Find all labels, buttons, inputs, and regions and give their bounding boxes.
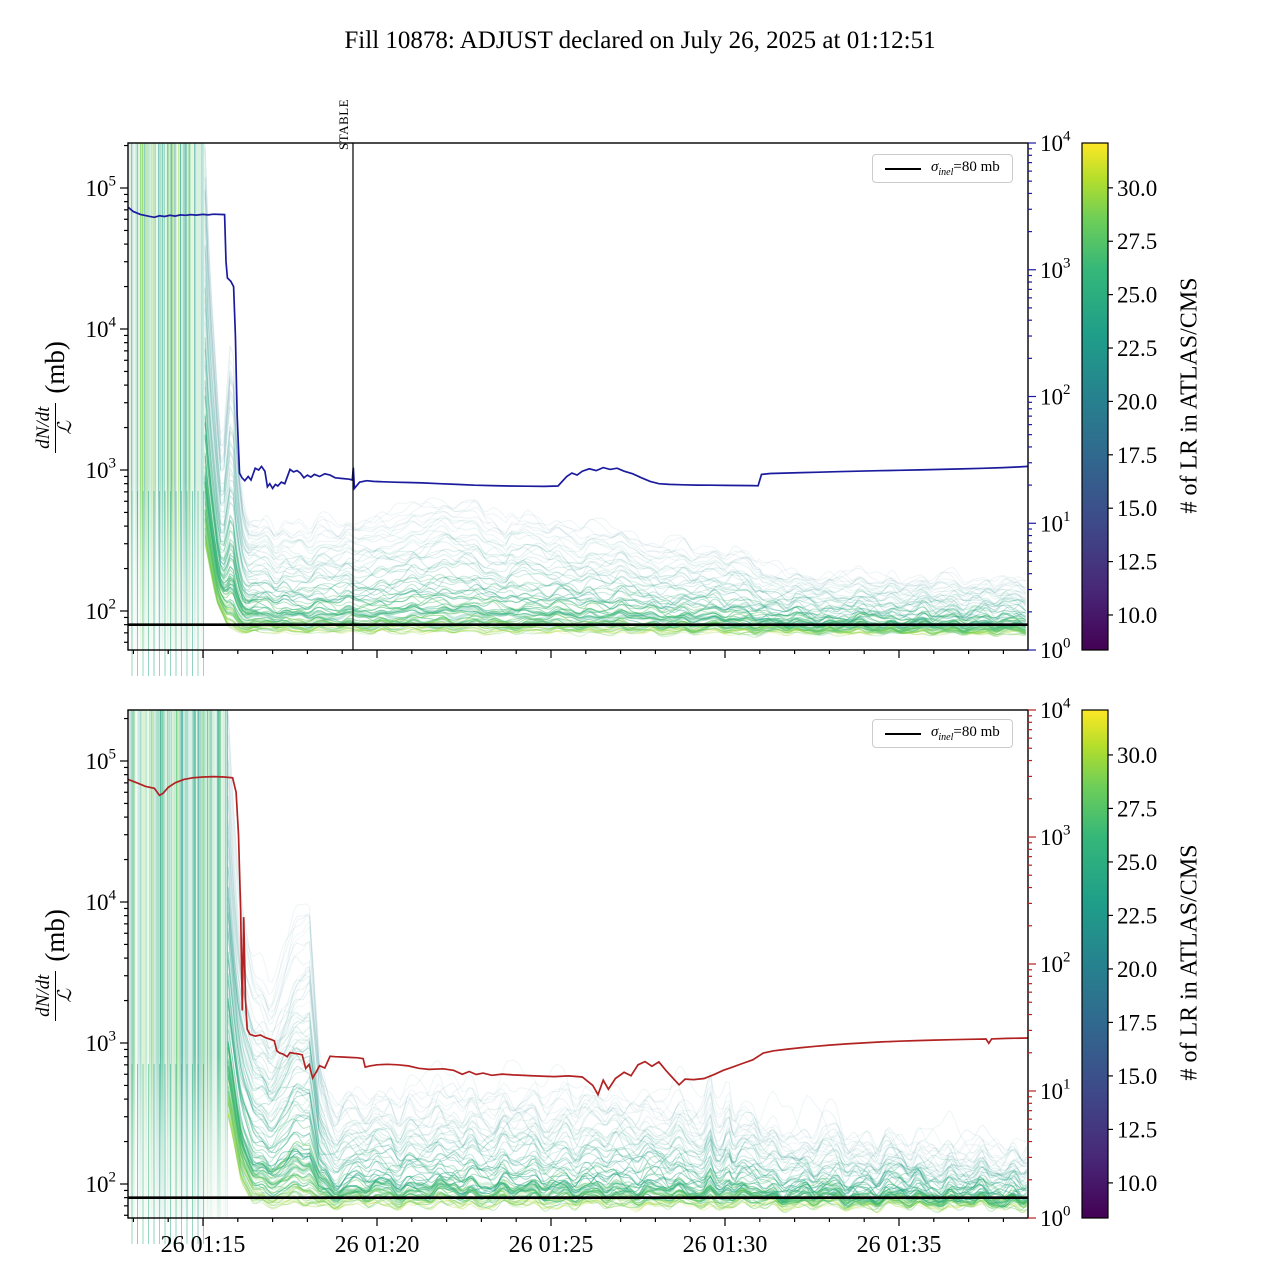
y-axis-numerator: dN/dt (33, 402, 56, 453)
fan-fade (129, 1053, 229, 1218)
svg-text:101: 101 (1040, 509, 1071, 536)
svg-text:25.0: 25.0 (1117, 283, 1157, 308)
y-axis-unit: (mb) (39, 909, 70, 962)
svg-text:12.5: 12.5 (1117, 550, 1157, 575)
legend-line-sample (885, 732, 921, 735)
axis-ticks (120, 144, 128, 643)
svg-text:105: 105 (86, 747, 117, 774)
bunch-band (203, 145, 1027, 638)
y-axis-fraction: dN/dt ℒ (33, 970, 76, 1021)
svg-text:102: 102 (86, 597, 117, 624)
svg-text:26 01:25: 26 01:25 (509, 1232, 594, 1258)
svg-text:20.0: 20.0 (1117, 389, 1157, 414)
svg-text:104: 104 (86, 315, 117, 342)
y-axis-numerator: dN/dt (33, 970, 56, 1021)
y-axis-denominator: ℒ (55, 988, 76, 1003)
svg-text:15.0: 15.0 (1117, 1064, 1157, 1089)
bunch-band (226, 710, 1028, 1214)
y-axis-label-bottom: dN/dt ℒ (mb) (10, 880, 100, 1050)
legend-value: =80 mb (953, 724, 1000, 740)
sigma-symbol: σ (931, 724, 939, 740)
legend-line-sample (885, 167, 921, 170)
y-axis-unit: (mb) (39, 341, 70, 394)
svg-text:22.5: 22.5 (1117, 903, 1157, 928)
sigma-symbol: σ (931, 159, 939, 175)
axis-ticks (120, 717, 128, 1216)
legend-label: σinel=80 mb (931, 159, 1000, 178)
colorbar: 30.0 27.5 25.0 22.5 20.0 17.5 15.0 12.5 10.0 (1081, 709, 1157, 1219)
svg-text:101: 101 (1040, 1077, 1071, 1104)
svg-text:30.0: 30.0 (1117, 176, 1157, 201)
x-axis-ticks (132, 1218, 1005, 1226)
y-axis-denominator: ℒ (55, 420, 76, 435)
svg-text:26 01:20: 26 01:20 (335, 1232, 420, 1258)
svg-text:104: 104 (1040, 129, 1071, 156)
svg-text:26 01:15: 26 01:15 (161, 1232, 246, 1258)
svg-text:27.5: 27.5 (1117, 229, 1157, 254)
stable-annotation: STABLE (336, 98, 351, 150)
figure-title: Fill 10878: ADJUST declared on July 26, … (344, 27, 936, 54)
ratio-line-top (127, 206, 1029, 491)
svg-text:25.0: 25.0 (1117, 850, 1157, 875)
y-axis-fraction: dN/dt ℒ (33, 402, 76, 453)
svg-text:26 01:30: 26 01:30 (683, 1232, 768, 1258)
colorbar: 30.0 27.5 25.0 22.5 20.0 17.5 15.0 12.5 10.0 (1081, 142, 1157, 651)
subplot-bottom: 26 01:15 26 01:20 26 01:25 26 01:30 26 01:35… (120, 709, 1157, 1258)
sigma-subscript: inel (938, 167, 954, 178)
svg-text:104: 104 (1040, 696, 1071, 723)
svg-text:15.0: 15.0 (1117, 496, 1157, 521)
svg-text:17.5: 17.5 (1117, 443, 1157, 468)
sigma-subscript: inel (938, 732, 954, 743)
svg-text:103: 103 (1040, 823, 1071, 850)
svg-text:100: 100 (1040, 636, 1071, 663)
svg-text:100: 100 (1040, 1204, 1071, 1231)
svg-text:12.5: 12.5 (1117, 1117, 1157, 1142)
svg-text:102: 102 (1040, 382, 1071, 409)
svg-text:102: 102 (1040, 950, 1071, 977)
svg-text:26 01:35: 26 01:35 (857, 1232, 942, 1258)
svg-text:20.0: 20.0 (1117, 957, 1157, 982)
legend-value: =80 mb (953, 159, 1000, 175)
svg-text:10.0: 10.0 (1117, 1171, 1157, 1196)
svg-text:10.0: 10.0 (1117, 603, 1157, 628)
subplot-top: 30.0 27.5 25.0 22.5 20.0 17.5 15.0 12.5 10.0 (120, 142, 1157, 676)
svg-text:30.0: 30.0 (1117, 743, 1157, 768)
right-axis-ticks (1028, 709, 1036, 1219)
svg-text:17.5: 17.5 (1117, 1010, 1157, 1035)
svg-text:27.5: 27.5 (1117, 796, 1157, 821)
svg-text:102: 102 (86, 1170, 117, 1197)
svg-text:22.5: 22.5 (1117, 336, 1157, 361)
fan-stub-lines (131, 491, 204, 676)
legend-bottom: σinel=80 mb (872, 719, 1013, 748)
ratio-line-bottom (127, 775, 1029, 1097)
fan-stub-lines (131, 1064, 204, 1244)
y-axis-label-top: dN/dt ℒ (mb) (10, 312, 100, 482)
svg-text:105: 105 (86, 174, 117, 201)
legend-top: σinel=80 mb (872, 154, 1013, 183)
svg-text:103: 103 (86, 456, 117, 483)
right-axis-ticks (1028, 142, 1036, 651)
legend-label: σinel=80 mb (931, 724, 1000, 743)
colorbar-label-top: # of LR in ATLAS/CMS (1176, 277, 1203, 514)
x-axis-ticks (132, 650, 1005, 658)
colorbar-label-bottom: # of LR in ATLAS/CMS (1176, 844, 1203, 1081)
svg-text:103: 103 (1040, 255, 1071, 282)
